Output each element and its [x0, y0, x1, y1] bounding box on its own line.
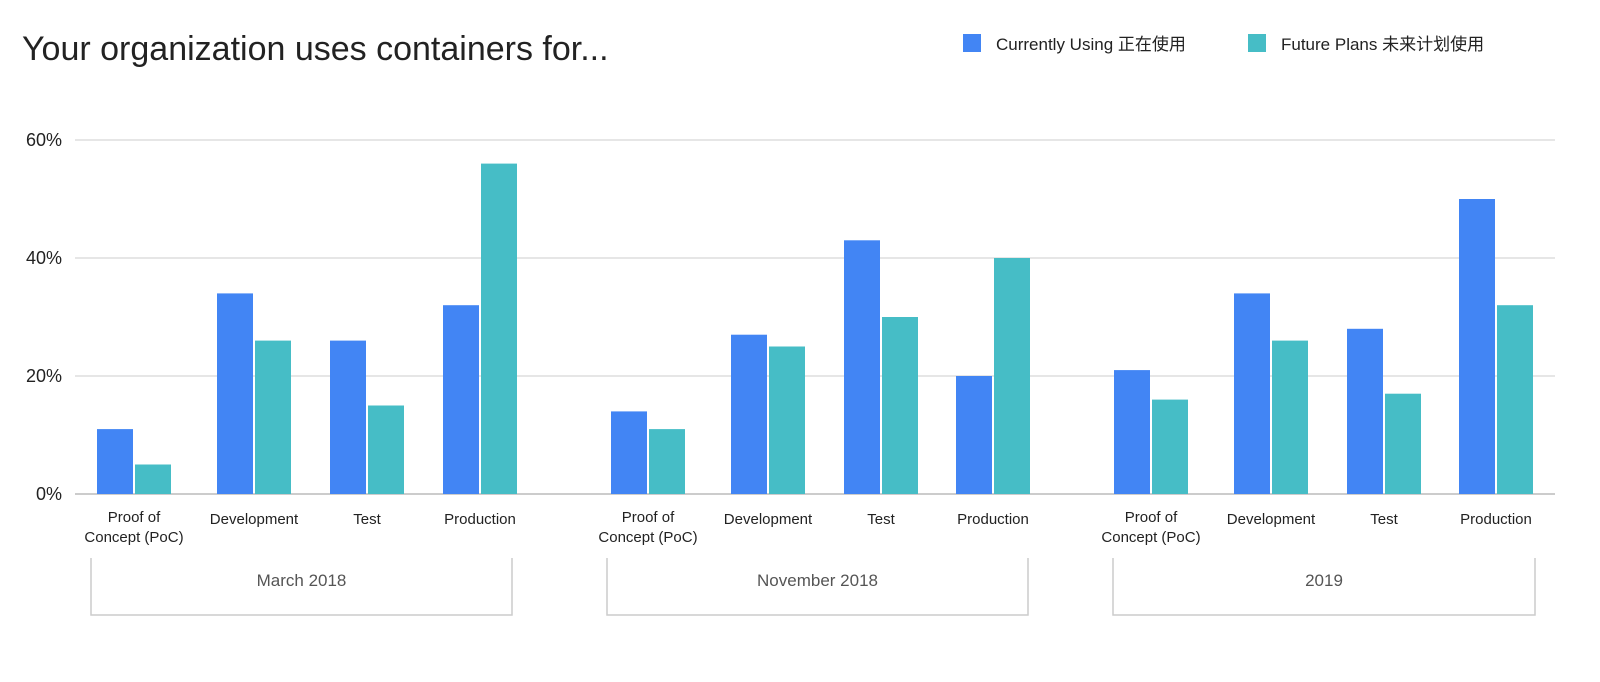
bar-future-plans	[769, 346, 805, 494]
bar-future-plans	[255, 340, 291, 494]
group-bracket	[90, 558, 513, 616]
bar-currently-using	[731, 334, 767, 494]
x-tick-label: Concept (PoC)	[1101, 529, 1200, 546]
bar-currently-using	[844, 240, 880, 494]
x-tick-label: Concept (PoC)	[84, 529, 183, 546]
x-tick-label: Proof of	[622, 509, 675, 526]
bar-future-plans	[135, 464, 171, 494]
bar-future-plans	[649, 429, 685, 494]
bar-future-plans	[1272, 340, 1308, 494]
bar-currently-using	[1234, 293, 1270, 494]
legend-swatch	[1248, 34, 1266, 52]
x-tick-label: Proof of	[1125, 509, 1178, 526]
group-bracket	[606, 558, 1029, 616]
x-tick-label: Development	[210, 511, 299, 528]
group-label: November 2018	[757, 571, 878, 590]
bar-currently-using	[97, 429, 133, 494]
bar-future-plans	[1152, 399, 1188, 494]
x-tick-label: Test	[867, 511, 895, 528]
bar-future-plans	[368, 405, 404, 494]
x-tick-label: Development	[724, 511, 813, 528]
group-bracket	[1112, 558, 1536, 616]
bar-currently-using	[1114, 370, 1150, 494]
y-tick-label: 40%	[26, 248, 62, 268]
x-tick-label: Production	[957, 511, 1029, 528]
bar-future-plans	[481, 163, 517, 494]
bar-currently-using	[956, 376, 992, 494]
group-label: 2019	[1305, 571, 1343, 590]
x-tick-label: Proof of	[108, 509, 161, 526]
y-tick-label: 20%	[26, 366, 62, 386]
legend-label: Currently Using 正在使用	[996, 34, 1186, 54]
x-tick-label: Production	[1460, 511, 1532, 528]
chart-title: Your organization uses containers for...	[22, 30, 609, 68]
x-tick-label: Test	[353, 511, 381, 528]
x-tick-label: Test	[1370, 511, 1398, 528]
x-tick-label: Production	[444, 511, 516, 528]
bar-currently-using	[217, 293, 253, 494]
y-tick-label: 0%	[36, 484, 62, 504]
group-label: March 2018	[257, 571, 347, 590]
x-tick-label: Development	[1227, 511, 1316, 528]
legend-label: Future Plans 未来计划使用	[1281, 34, 1484, 54]
legend-swatch	[963, 34, 981, 52]
bar-future-plans	[994, 258, 1030, 494]
bar-currently-using	[330, 340, 366, 494]
bar-currently-using	[1347, 328, 1383, 494]
bar-currently-using	[443, 305, 479, 494]
bar-future-plans	[1497, 305, 1533, 494]
bar-currently-using	[1459, 199, 1495, 494]
bar-future-plans	[882, 317, 918, 494]
bar-future-plans	[1385, 393, 1421, 494]
x-tick-label: Concept (PoC)	[598, 529, 697, 546]
y-tick-label: 60%	[26, 130, 62, 150]
bar-currently-using	[611, 411, 647, 494]
